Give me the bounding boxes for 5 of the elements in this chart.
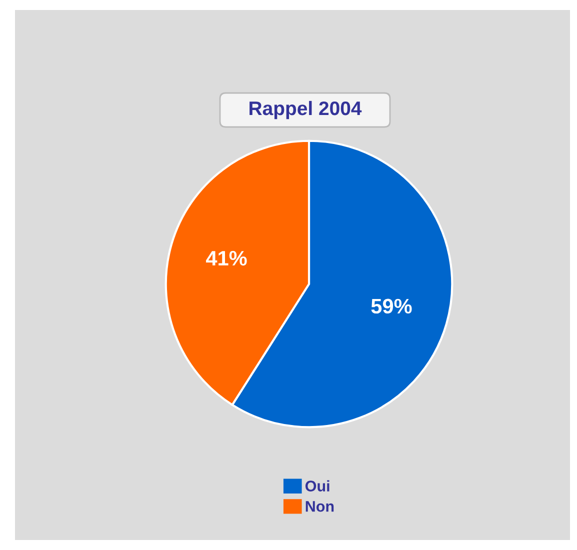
legend-label: Oui: [305, 480, 330, 492]
chart-title: Rappel 2004: [250, 100, 362, 120]
data-label: 59%: [371, 298, 412, 314]
legend-label: Non: [306, 501, 334, 512]
data-label: 41%: [206, 250, 247, 266]
